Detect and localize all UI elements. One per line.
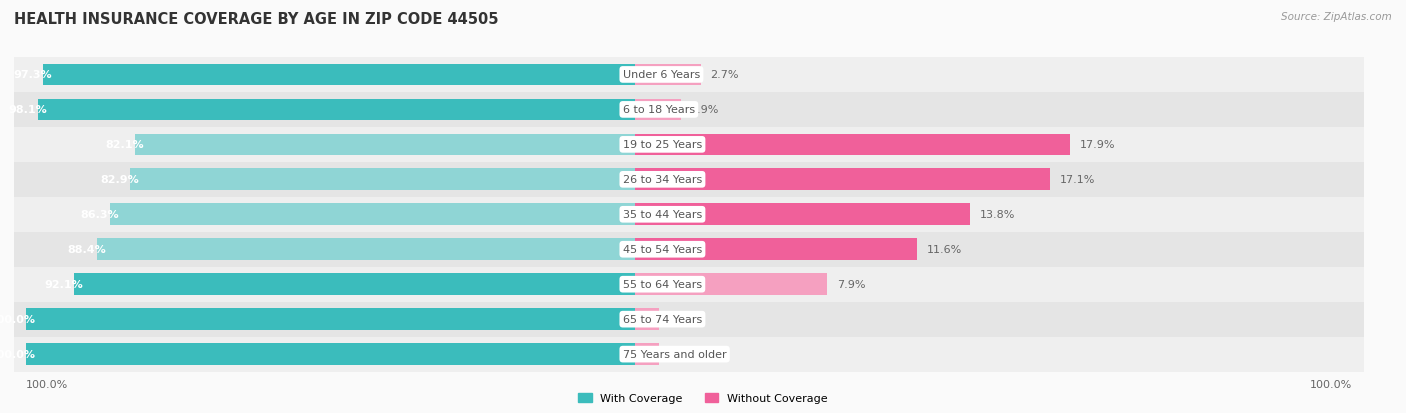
Bar bbox=[636, 169, 1050, 191]
Text: 7.9%: 7.9% bbox=[837, 280, 865, 290]
Text: 0.0%: 0.0% bbox=[669, 314, 697, 324]
Bar bbox=[636, 267, 1364, 302]
Text: HEALTH INSURANCE COVERAGE BY AGE IN ZIP CODE 44505: HEALTH INSURANCE COVERAGE BY AGE IN ZIP … bbox=[14, 12, 499, 27]
Text: 98.1%: 98.1% bbox=[8, 105, 46, 115]
Bar bbox=[75, 274, 636, 295]
Bar bbox=[110, 204, 636, 225]
Text: 17.9%: 17.9% bbox=[1080, 140, 1115, 150]
Legend: With Coverage, Without Coverage: With Coverage, Without Coverage bbox=[574, 388, 832, 408]
Text: 100.0%: 100.0% bbox=[0, 314, 35, 324]
Bar bbox=[131, 169, 636, 191]
Text: 55 to 64 Years: 55 to 64 Years bbox=[623, 280, 702, 290]
Bar bbox=[14, 337, 636, 372]
Text: 0.0%: 0.0% bbox=[669, 349, 697, 359]
Bar bbox=[636, 64, 700, 86]
Bar bbox=[14, 232, 636, 267]
Text: Under 6 Years: Under 6 Years bbox=[623, 70, 700, 80]
Text: 100.0%: 100.0% bbox=[0, 349, 35, 359]
Text: 35 to 44 Years: 35 to 44 Years bbox=[623, 210, 702, 220]
Bar bbox=[636, 344, 659, 365]
Text: 88.4%: 88.4% bbox=[67, 244, 105, 255]
Bar bbox=[636, 58, 1364, 93]
Bar bbox=[14, 267, 636, 302]
Text: 75 Years and older: 75 Years and older bbox=[623, 349, 727, 359]
Bar bbox=[636, 99, 681, 121]
Text: 6 to 18 Years: 6 to 18 Years bbox=[623, 105, 695, 115]
Bar bbox=[636, 232, 1364, 267]
Bar bbox=[42, 64, 636, 86]
Text: 92.1%: 92.1% bbox=[45, 280, 83, 290]
Text: 45 to 54 Years: 45 to 54 Years bbox=[623, 244, 702, 255]
Bar bbox=[636, 197, 1364, 232]
Text: 11.6%: 11.6% bbox=[927, 244, 962, 255]
Bar bbox=[135, 134, 636, 156]
Text: Source: ZipAtlas.com: Source: ZipAtlas.com bbox=[1281, 12, 1392, 22]
Text: 82.9%: 82.9% bbox=[101, 175, 139, 185]
Bar bbox=[97, 239, 636, 261]
Bar bbox=[14, 93, 636, 128]
Bar bbox=[636, 337, 1364, 372]
Text: 100.0%: 100.0% bbox=[1309, 379, 1351, 389]
Bar bbox=[636, 239, 917, 261]
Bar bbox=[636, 162, 1364, 197]
Bar bbox=[636, 93, 1364, 128]
Bar bbox=[636, 302, 1364, 337]
Text: 100.0%: 100.0% bbox=[27, 379, 69, 389]
Text: 1.9%: 1.9% bbox=[690, 105, 720, 115]
Bar bbox=[14, 162, 636, 197]
Bar bbox=[14, 302, 636, 337]
Bar bbox=[636, 274, 827, 295]
Bar bbox=[636, 134, 1070, 156]
Text: 86.3%: 86.3% bbox=[80, 210, 118, 220]
Bar bbox=[636, 309, 659, 330]
Text: 13.8%: 13.8% bbox=[980, 210, 1015, 220]
Bar bbox=[14, 58, 636, 93]
Bar bbox=[27, 309, 636, 330]
Bar bbox=[14, 197, 636, 232]
Bar bbox=[14, 128, 636, 162]
Text: 2.7%: 2.7% bbox=[710, 70, 738, 80]
Bar bbox=[38, 99, 636, 121]
Text: 26 to 34 Years: 26 to 34 Years bbox=[623, 175, 702, 185]
Text: 65 to 74 Years: 65 to 74 Years bbox=[623, 314, 702, 324]
Text: 97.3%: 97.3% bbox=[13, 70, 52, 80]
Bar bbox=[636, 128, 1364, 162]
Text: 19 to 25 Years: 19 to 25 Years bbox=[623, 140, 702, 150]
Text: 82.1%: 82.1% bbox=[105, 140, 145, 150]
Bar bbox=[636, 204, 970, 225]
Text: 17.1%: 17.1% bbox=[1060, 175, 1095, 185]
Bar bbox=[27, 344, 636, 365]
